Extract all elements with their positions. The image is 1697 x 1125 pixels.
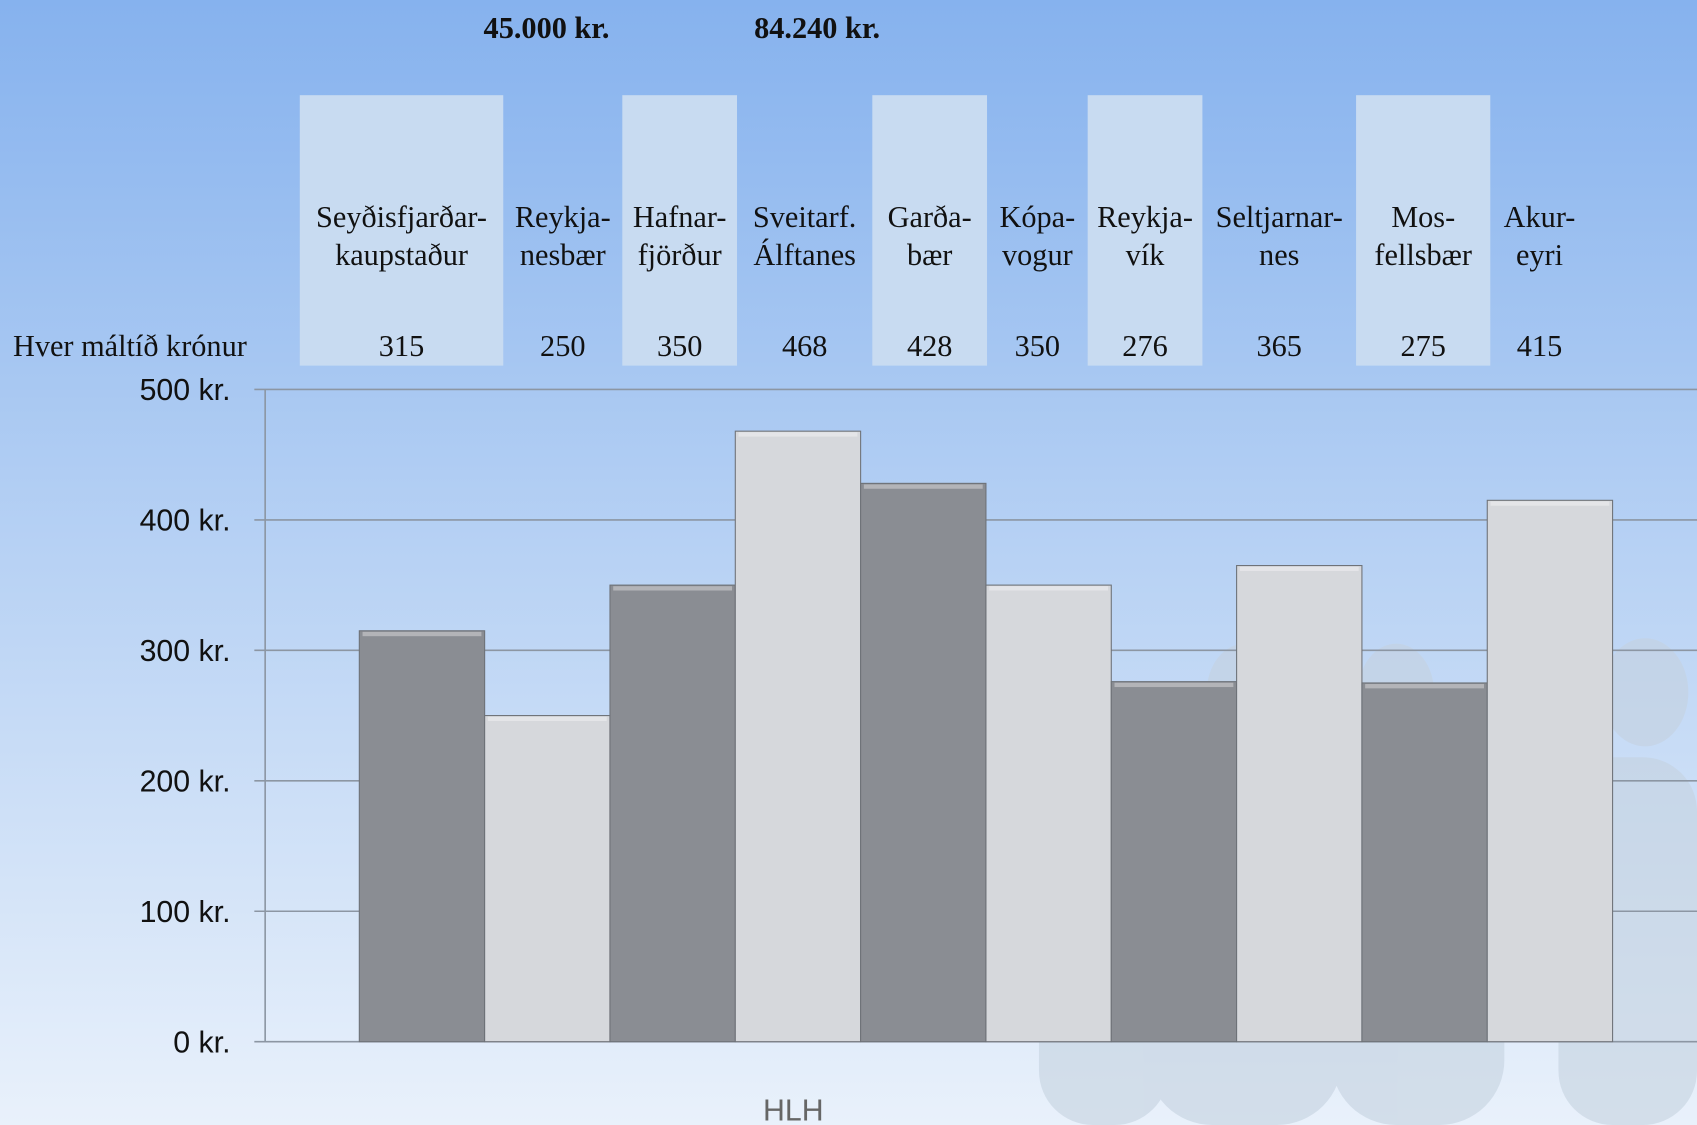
bar-bevel: [363, 632, 482, 636]
bar-bevel: [989, 586, 1108, 590]
value-label: 468: [782, 329, 827, 363]
y-tick-label: 300 kr.: [140, 635, 231, 668]
value-label: 315: [379, 329, 424, 363]
bar: [359, 631, 484, 1042]
y-tick-label: 500 kr.: [140, 374, 231, 407]
value-label: 350: [1015, 329, 1060, 363]
bar-bevel: [488, 717, 607, 721]
chart: 45.000 kr. 84.240 kr. Hver máltíð krónur…: [0, 0, 1697, 1125]
page: 45.000 kr. 84.240 kr. Hver máltíð krónur…: [0, 0, 1697, 1125]
bar: [485, 716, 610, 1042]
bar: [861, 483, 986, 1041]
y-tick-label: 400 kr.: [140, 505, 231, 538]
annotation: 84.240 kr.: [754, 11, 880, 45]
value-label: 365: [1257, 329, 1302, 363]
value-label: 415: [1517, 329, 1562, 363]
annotation: 45.000 kr.: [484, 11, 610, 45]
bar-bevel: [1491, 501, 1610, 505]
bar-bevel: [739, 432, 858, 436]
bar-bevel: [1240, 567, 1359, 571]
bar: [1487, 500, 1612, 1041]
row-label: Hver máltíð krónur: [13, 329, 247, 363]
bar: [1362, 683, 1487, 1042]
value-label: 276: [1122, 329, 1167, 363]
bar-bevel: [613, 586, 732, 590]
footer: HLH: [763, 1095, 824, 1125]
value-label: 250: [540, 329, 585, 363]
y-tick-label: 0 kr.: [173, 1027, 230, 1060]
bar: [610, 585, 735, 1042]
bar-bevel: [864, 484, 983, 488]
bar: [735, 431, 860, 1042]
value-label: 350: [657, 329, 702, 363]
bar-bevel: [1115, 683, 1234, 687]
bar: [1237, 566, 1362, 1042]
y-tick-label: 200 kr.: [140, 766, 231, 799]
bar-bevel: [1365, 684, 1484, 688]
y-tick-label: 100 kr.: [140, 896, 231, 929]
bar: [1111, 682, 1236, 1042]
value-label: 428: [907, 329, 952, 363]
bar: [986, 585, 1111, 1042]
value-label: 275: [1400, 329, 1445, 363]
